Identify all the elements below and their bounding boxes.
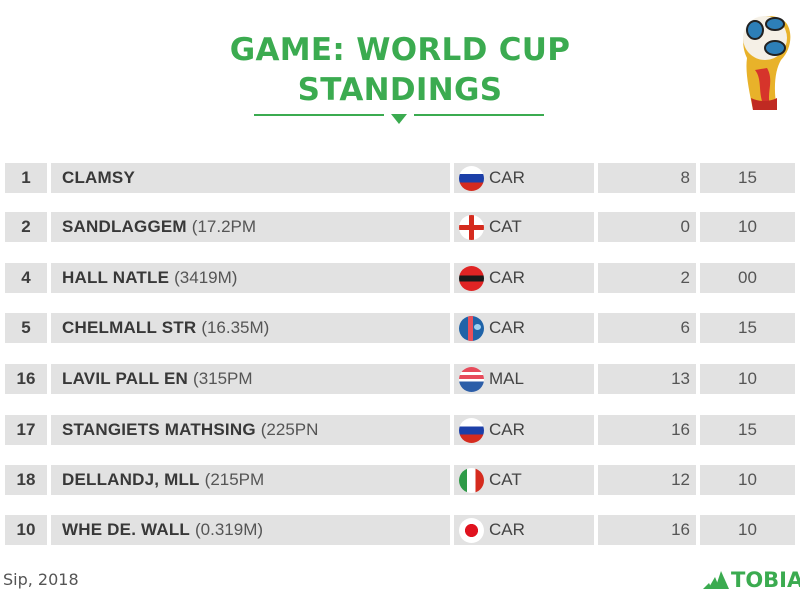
country-cell: CAR (454, 515, 594, 545)
rank-cell: 17 (5, 415, 47, 445)
country-cell: CAR (454, 263, 594, 293)
rank-cell: 10 (5, 515, 47, 545)
country-code: CAR (489, 268, 525, 287)
table-row[interactable]: 2 SANDLAGGEM (17.2PM CAT 0 10 (0, 212, 800, 242)
name-cell: HALL NATLE (3419M) (51, 263, 450, 293)
brand-name: TOBIA (731, 568, 800, 592)
italy-flag-icon (459, 467, 484, 493)
team-name: HALL NATLE (62, 268, 170, 287)
brand-logo[interactable]: TOBIA (703, 568, 800, 592)
value2-cell: 10 (700, 465, 795, 495)
name-cell: SANDLAGGEM (17.2PM (51, 212, 450, 242)
team-detail: (16.35M) (201, 318, 270, 337)
team-name: SANDLAGGEM (62, 217, 187, 236)
value1-cell: 13 (598, 364, 696, 394)
title-line-1: GAME: WORLD CUP (229, 32, 571, 68)
value2-cell: 10 (700, 364, 795, 394)
country-code: CAT (489, 470, 522, 489)
rank-cell: 5 (5, 313, 47, 343)
country-cell: CAT (454, 212, 594, 242)
value2-cell: 00 (700, 263, 795, 293)
team-detail: (0.319M) (195, 520, 264, 539)
team-name: WHE DE. WALL (62, 520, 190, 539)
name-cell: WHE DE. WALL (0.319M) (51, 515, 450, 545)
team-detail: (225PN (260, 420, 319, 439)
name-cell: CLAMSY (51, 163, 450, 193)
value1-cell: 2 (598, 263, 696, 293)
world-cup-trophy-icon (743, 15, 791, 110)
title-divider-arrow-icon (391, 114, 407, 124)
country-cell: MAL (454, 364, 594, 394)
red-black-flag-icon (459, 265, 484, 291)
footer-date: Sip, 2018 (3, 570, 79, 589)
team-name: LAVIL PALL EN (62, 369, 189, 388)
team-name: STANGIETS MATHSING (62, 420, 256, 439)
team-detail: (3419M) (174, 268, 238, 287)
value1-cell: 16 (598, 415, 696, 445)
value2-cell: 15 (700, 163, 795, 193)
name-cell: DELLANDJ, MLL (215PM (51, 465, 450, 495)
country-code: CAR (489, 520, 525, 539)
value1-cell: 8 (598, 163, 696, 193)
team-name: CHELMALL STR (62, 318, 197, 337)
value2-cell: 10 (700, 212, 795, 242)
table-row[interactable]: 10 WHE DE. WALL (0.319M) CAR 16 10 (0, 515, 800, 545)
title-line-2: STANDINGS (297, 72, 503, 108)
blue-red-flag-icon (459, 315, 484, 341)
title-divider-right (414, 114, 544, 116)
table-row[interactable]: 4 HALL NATLE (3419M) CAR 2 00 (0, 263, 800, 293)
country-code: CAR (489, 420, 525, 439)
table-row[interactable]: 17 STANGIETS MATHSING (225PN CAR 16 15 (0, 415, 800, 445)
rank-cell: 1 (5, 163, 47, 193)
england-flag-icon (459, 214, 484, 240)
country-code: CAT (489, 217, 522, 236)
rank-cell: 4 (5, 263, 47, 293)
rank-cell: 16 (5, 364, 47, 394)
country-cell: CAT (454, 465, 594, 495)
japan-flag-icon (459, 517, 484, 543)
title-divider-left (254, 114, 384, 116)
name-cell: CHELMALL STR (16.35M) (51, 313, 450, 343)
page-title: GAME: WORLD CUP STANDINGS (0, 30, 800, 110)
country-cell: CAR (454, 313, 594, 343)
rank-cell: 2 (5, 212, 47, 242)
country-code: CAR (489, 168, 525, 187)
value2-cell: 15 (700, 415, 795, 445)
team-detail: (315PM (193, 369, 253, 388)
table-row[interactable]: 5 CHELMALL STR (16.35M) CAR 6 15 (0, 313, 800, 343)
value1-cell: 12 (598, 465, 696, 495)
russia-flag-icon (459, 165, 484, 191)
country-cell: CAR (454, 415, 594, 445)
rank-cell: 18 (5, 465, 47, 495)
value1-cell: 16 (598, 515, 696, 545)
slovenia-flag-icon (459, 417, 484, 443)
value2-cell: 15 (700, 313, 795, 343)
name-cell: STANGIETS MATHSING (225PN (51, 415, 450, 445)
table-row[interactable]: 1 CLAMSY CAR 8 15 (0, 163, 800, 193)
table-row[interactable]: 18 DELLANDJ, MLL (215PM CAT 12 10 (0, 465, 800, 495)
stripes-flag-icon (459, 366, 484, 392)
value1-cell: 6 (598, 313, 696, 343)
country-code: MAL (489, 369, 524, 388)
value1-cell: 0 (598, 212, 696, 242)
team-name: CLAMSY (62, 168, 135, 187)
team-name: DELLANDJ, MLL (62, 470, 200, 489)
table-row[interactable]: 16 LAVIL PALL EN (315PM MAL 13 10 (0, 364, 800, 394)
country-code: CAR (489, 318, 525, 337)
value2-cell: 10 (700, 515, 795, 545)
team-detail: (215PM (204, 470, 265, 489)
team-detail: (17.2PM (191, 217, 257, 236)
tobia-logo-icon (703, 571, 729, 589)
country-cell: CAR (454, 163, 594, 193)
name-cell: LAVIL PALL EN (315PM (51, 364, 450, 394)
